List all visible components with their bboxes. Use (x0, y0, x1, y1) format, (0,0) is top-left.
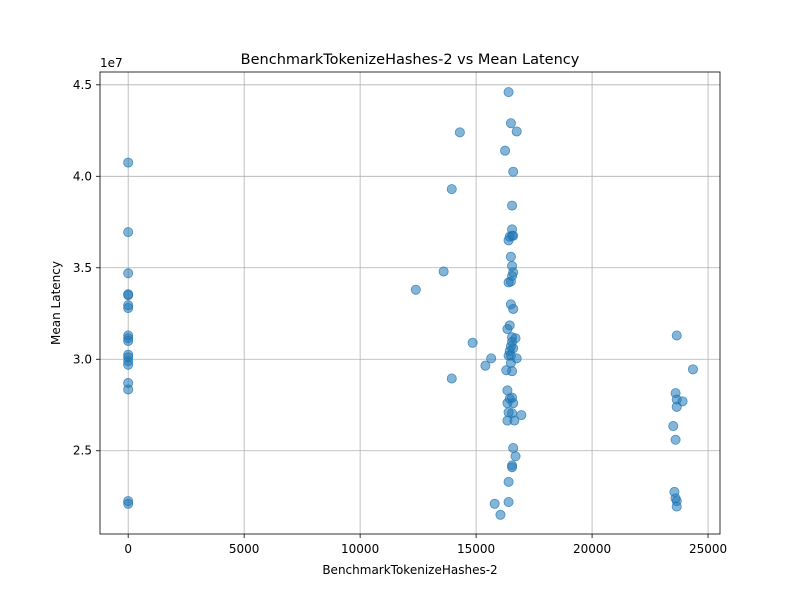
data-point (467, 337, 478, 348)
data-point (486, 353, 497, 364)
data-point (454, 127, 465, 138)
data-point (123, 290, 134, 301)
data-point (500, 145, 511, 156)
data-point (480, 360, 491, 371)
data-point (489, 498, 500, 509)
y-axis: 2.5 3.0 3.5 4.0 4.5 (73, 78, 100, 458)
plot-area (100, 72, 720, 534)
data-point (438, 266, 449, 277)
data-point (511, 126, 522, 137)
y-tick-label: 2.5 (73, 444, 92, 458)
chart-title: BenchmarkTokenizeHashes-2 vs Mean Latenc… (241, 52, 580, 68)
data-point (495, 509, 506, 520)
data-point (446, 373, 457, 384)
data-point (507, 462, 518, 473)
y-tick-label: 4.0 (73, 169, 92, 183)
data-point (507, 366, 518, 377)
data-point (123, 498, 134, 509)
data-point (671, 330, 682, 341)
data-point (503, 496, 514, 507)
x-tick-label: 20000 (573, 542, 611, 556)
data-point (508, 267, 519, 278)
data-points (123, 87, 698, 520)
data-point (687, 364, 698, 375)
y-axis-label: Mean Latency (49, 261, 63, 345)
data-point (123, 303, 134, 314)
data-point (503, 87, 514, 98)
data-point (670, 434, 681, 445)
data-point (505, 251, 516, 262)
data-point (446, 184, 457, 195)
data-point (516, 410, 527, 421)
y-tick-label: 3.5 (73, 261, 92, 275)
data-point (510, 451, 521, 462)
data-point (123, 359, 134, 370)
data-point (508, 166, 519, 177)
data-point (123, 384, 134, 395)
data-point (504, 320, 515, 331)
data-point (505, 118, 516, 129)
data-point (511, 353, 522, 364)
y-axis-offset-label: 1e7 (100, 56, 123, 70)
data-point (123, 227, 134, 238)
x-tick-label: 0 (124, 542, 132, 556)
grid (100, 72, 720, 534)
data-point (123, 335, 134, 346)
data-point (508, 398, 519, 409)
data-point (508, 230, 519, 241)
x-axis-label: BenchmarkTokenizeHashes-2 (322, 563, 497, 577)
data-point (508, 443, 519, 454)
data-point (508, 303, 519, 314)
data-point (410, 284, 421, 295)
x-tick-label: 25000 (689, 542, 727, 556)
y-tick-label: 4.5 (73, 78, 92, 92)
data-point (123, 157, 134, 168)
data-point (671, 501, 682, 512)
x-axis: 0 5000 10000 15000 20000 25000 (124, 534, 727, 556)
x-tick-label: 10000 (341, 542, 379, 556)
data-point (509, 415, 520, 426)
data-point (123, 268, 134, 279)
data-point (510, 333, 521, 344)
data-point (507, 200, 518, 211)
x-tick-label: 15000 (457, 542, 495, 556)
data-point (503, 476, 514, 487)
data-point (677, 396, 688, 407)
y-tick-label: 3.0 (73, 352, 92, 366)
data-point (508, 343, 519, 354)
plot-frame (99, 71, 721, 535)
data-point (668, 421, 679, 432)
x-tick-label: 5000 (229, 542, 260, 556)
